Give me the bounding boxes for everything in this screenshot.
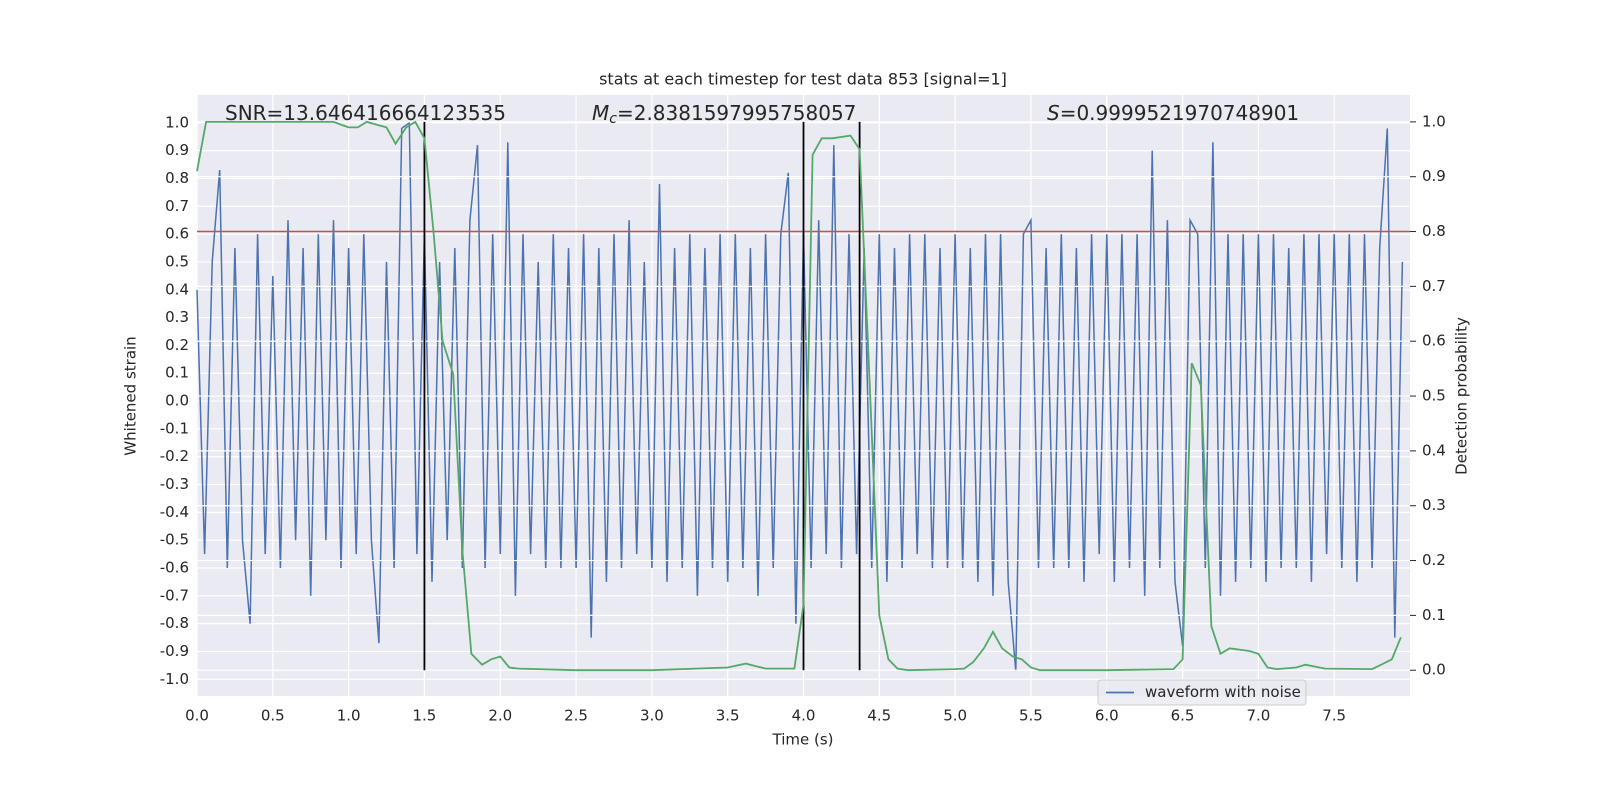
x-tick-label: 0.0 bbox=[185, 707, 209, 725]
y-tick-label: -0.2 bbox=[160, 447, 189, 465]
y-tick-label: -0.4 bbox=[160, 503, 189, 521]
y-tick-label: -0.1 bbox=[160, 419, 189, 437]
x-tick-label: 0.5 bbox=[261, 707, 285, 725]
annotation-symbol: S bbox=[1047, 101, 1060, 125]
x-tick-label: 7.0 bbox=[1246, 707, 1270, 725]
y-tick-label: 0.5 bbox=[165, 252, 189, 270]
y-tick-label: -0.6 bbox=[160, 559, 189, 577]
y2-tick-label: 0.5 bbox=[1422, 387, 1446, 405]
x-tick-label: 2.5 bbox=[564, 707, 588, 725]
y-tick-label: -0.9 bbox=[160, 642, 189, 660]
y-tick-label: -0.8 bbox=[160, 614, 189, 632]
chart-title: stats at each timestep for test data 853… bbox=[599, 70, 1007, 89]
probability-line bbox=[196, 120, 1402, 672]
y-tick-label: -0.5 bbox=[160, 531, 189, 549]
x-tick-label: 5.0 bbox=[943, 707, 967, 725]
legend-label: waveform with noise bbox=[1145, 683, 1301, 701]
x-tick-label: 6.5 bbox=[1171, 707, 1195, 725]
legend-box bbox=[1097, 679, 1307, 706]
x-tick-label: 3.5 bbox=[716, 707, 740, 725]
y2-tick-label: 0.7 bbox=[1422, 277, 1446, 295]
x-tick-label: 2.0 bbox=[488, 707, 512, 725]
y2-tick-label: 1.0 bbox=[1422, 112, 1446, 130]
y2-tick-label: 0.3 bbox=[1422, 496, 1446, 514]
y2-tick-label: 0.6 bbox=[1422, 332, 1446, 350]
annotation-text: =2.8381597995758057 bbox=[617, 101, 856, 125]
x-axis-label: Time (s) bbox=[772, 731, 834, 749]
annotation: S=0.9999521970748901 bbox=[1047, 101, 1299, 125]
y2-tick-label: 0.2 bbox=[1422, 551, 1446, 569]
annotation-symbol: M bbox=[592, 101, 609, 125]
y-tick-label: 0.8 bbox=[165, 169, 189, 187]
annotation-text: =0.9999521970748901 bbox=[1060, 101, 1299, 125]
y-tick-label: -0.3 bbox=[160, 475, 189, 493]
x-tick-label: 6.0 bbox=[1095, 707, 1119, 725]
y-tick-label: 0.3 bbox=[165, 308, 189, 326]
y-tick-label: 0.1 bbox=[165, 364, 189, 382]
y-tick-label: 0.4 bbox=[165, 280, 189, 298]
y-tick-label: 0.7 bbox=[165, 197, 189, 215]
y2-tick-label: 0.8 bbox=[1422, 222, 1446, 240]
y-tick-label: 0.2 bbox=[165, 336, 189, 354]
annotation: Mc=2.8381597995758057 bbox=[592, 101, 856, 128]
annotation-text: SNR=13.646416664123535 bbox=[225, 101, 506, 125]
y2-axis-label: Detection probability bbox=[1453, 317, 1471, 475]
x-tick-label: 5.5 bbox=[1019, 707, 1043, 725]
y-tick-label: 0.9 bbox=[165, 141, 189, 159]
y2-tick-label: 0.4 bbox=[1422, 441, 1446, 459]
x-tick-label: 4.5 bbox=[867, 707, 891, 725]
y2-tick-label: 0.0 bbox=[1422, 661, 1446, 679]
x-tick-label: 7.5 bbox=[1322, 707, 1346, 725]
y-tick-label: 0.0 bbox=[165, 392, 189, 410]
y2-tick-label: 0.1 bbox=[1422, 606, 1446, 624]
y-tick-label: 0.6 bbox=[165, 225, 189, 243]
x-tick-label: 4.0 bbox=[792, 707, 816, 725]
y-tick-label: 1.0 bbox=[165, 113, 189, 131]
y-axis-label: Whitened strain bbox=[122, 336, 140, 455]
annotation: SNR=13.646416664123535 bbox=[225, 101, 506, 125]
x-tick-label: 1.0 bbox=[337, 707, 361, 725]
y-tick-label: -0.7 bbox=[160, 586, 189, 604]
annotation-subscript: c bbox=[609, 111, 617, 127]
y2-tick-label: 0.9 bbox=[1422, 167, 1446, 185]
x-tick-label: 3.0 bbox=[640, 707, 664, 725]
y-tick-label: -1.0 bbox=[160, 670, 189, 688]
x-tick-label: 1.5 bbox=[413, 707, 437, 725]
